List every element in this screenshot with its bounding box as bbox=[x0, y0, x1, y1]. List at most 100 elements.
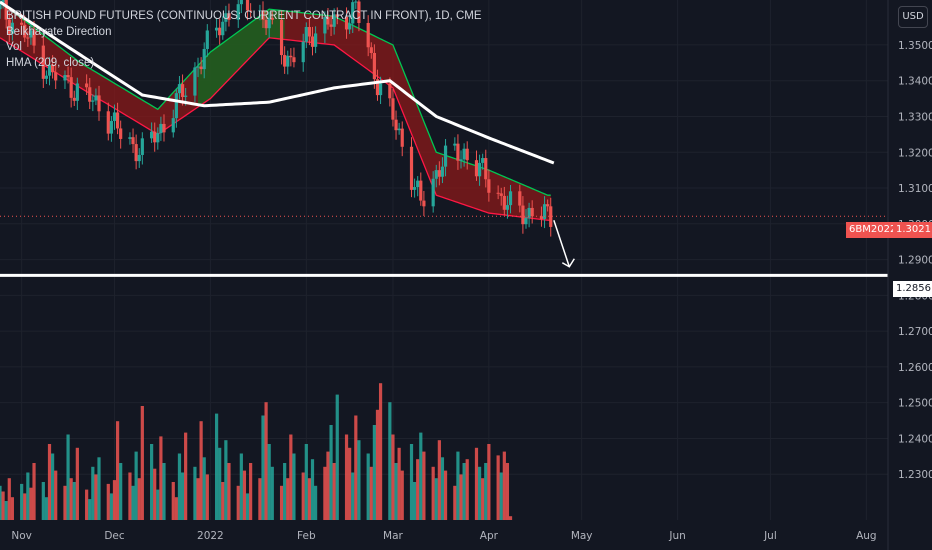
price-tick-label: 1.2900 bbox=[898, 255, 932, 267]
candle-body bbox=[431, 178, 435, 207]
volume-bar bbox=[4, 501, 8, 520]
candle-body bbox=[174, 93, 178, 119]
volume-bar bbox=[391, 434, 395, 520]
candle-body bbox=[97, 95, 101, 112]
candle-body bbox=[23, 24, 27, 38]
volume-bar bbox=[162, 463, 166, 520]
candle-body bbox=[140, 138, 144, 155]
volume-bar bbox=[41, 482, 45, 520]
volume-bar bbox=[499, 472, 503, 520]
band-lower-line bbox=[0, 37, 551, 221]
candle-body bbox=[180, 84, 185, 97]
volume-bar bbox=[193, 466, 197, 520]
candle-body bbox=[313, 33, 318, 47]
candle-body bbox=[239, 0, 243, 5]
candle-body bbox=[91, 100, 95, 102]
candle-body bbox=[481, 158, 485, 163]
volume-bar bbox=[47, 444, 52, 520]
candle-body bbox=[434, 170, 438, 179]
volume-bar bbox=[218, 447, 222, 520]
candle-body bbox=[184, 95, 188, 97]
candle-body bbox=[310, 36, 315, 47]
indicator-belkhayate[interactable]: Belkhayate Direction bbox=[6, 25, 112, 38]
indicator-volume[interactable]: Vol bbox=[6, 41, 22, 53]
candle-body bbox=[301, 41, 305, 63]
candle-body bbox=[47, 64, 52, 76]
volume-bar bbox=[184, 432, 188, 520]
candle-body bbox=[335, 14, 339, 17]
volume-bar bbox=[477, 466, 482, 520]
volume-bar bbox=[419, 432, 423, 520]
time-tick-label: Feb bbox=[297, 530, 316, 542]
candle-body bbox=[150, 131, 154, 139]
candle-body bbox=[264, 19, 268, 29]
candle-body bbox=[344, 16, 349, 30]
volume-bar bbox=[239, 453, 243, 520]
volume-bar bbox=[66, 434, 70, 520]
symbol-tag: 6BM2022 bbox=[846, 222, 900, 238]
candle-body bbox=[258, 10, 262, 12]
candle-body bbox=[477, 162, 482, 177]
volume-bar bbox=[159, 436, 163, 520]
hma-line bbox=[0, 0, 555, 165]
candle-body bbox=[323, 17, 327, 34]
candle-body bbox=[465, 148, 469, 161]
time-tick-label: Jul bbox=[763, 530, 777, 542]
volume-bar bbox=[354, 415, 358, 520]
time-tick-label: May bbox=[571, 530, 593, 542]
candle-body bbox=[20, 22, 24, 25]
volume-bar bbox=[44, 497, 49, 520]
candle-body bbox=[304, 27, 308, 42]
volume-bar bbox=[91, 466, 95, 520]
volume-bar bbox=[23, 493, 27, 520]
volume-bar bbox=[437, 440, 441, 520]
volume-bar bbox=[508, 516, 513, 520]
time-tick-label: Aug bbox=[856, 530, 877, 542]
candle-body bbox=[375, 79, 380, 96]
volume-bar bbox=[29, 487, 33, 520]
volume-bar bbox=[422, 451, 426, 520]
candle-body bbox=[196, 66, 200, 68]
volume-bar bbox=[366, 453, 370, 520]
candle-body bbox=[224, 13, 228, 22]
volume-bar bbox=[289, 434, 293, 520]
candle-body bbox=[542, 204, 547, 219]
time-tick-label: Jun bbox=[668, 530, 685, 542]
volume-bar bbox=[106, 483, 110, 520]
volume-bar bbox=[481, 478, 485, 520]
candle-body bbox=[227, 13, 231, 20]
volume-bar bbox=[267, 444, 271, 520]
volume-bar bbox=[94, 474, 98, 520]
currency-button[interactable]: USD bbox=[898, 6, 928, 28]
time-tick-label: Nov bbox=[11, 530, 32, 542]
volume-bar bbox=[357, 440, 361, 520]
candle-body bbox=[283, 55, 287, 67]
time-tick-label: Dec bbox=[104, 530, 125, 542]
volume-bar bbox=[261, 415, 265, 520]
volume-bar bbox=[249, 463, 253, 520]
volume-bar bbox=[270, 466, 274, 520]
symbol-title[interactable]: BRITISH POUND FUTURES (CONTINUOUS: CURRE… bbox=[6, 10, 482, 22]
volume-bar bbox=[283, 463, 287, 520]
candle-body bbox=[289, 55, 293, 58]
candle-body bbox=[270, 17, 274, 20]
volume-bar bbox=[264, 402, 268, 520]
volume-bar bbox=[174, 497, 178, 520]
candle-body bbox=[409, 146, 414, 190]
hma-line bbox=[0, 0, 555, 165]
indicator-hma[interactable]: HMA (209, close) bbox=[6, 56, 95, 69]
candle-body bbox=[456, 143, 460, 161]
volume-bar bbox=[128, 472, 132, 520]
time-tick-label: Apr bbox=[480, 530, 499, 542]
candle-body bbox=[128, 137, 132, 139]
volume-bar bbox=[214, 413, 219, 520]
volume-bar bbox=[221, 482, 225, 520]
candle-body bbox=[279, 19, 284, 56]
volume-bar bbox=[375, 409, 380, 520]
candle-body bbox=[7, 19, 11, 34]
volume-bar bbox=[505, 463, 510, 520]
candle-body bbox=[112, 112, 117, 121]
candle-body bbox=[0, 2, 2, 10]
candle-body bbox=[539, 216, 544, 219]
